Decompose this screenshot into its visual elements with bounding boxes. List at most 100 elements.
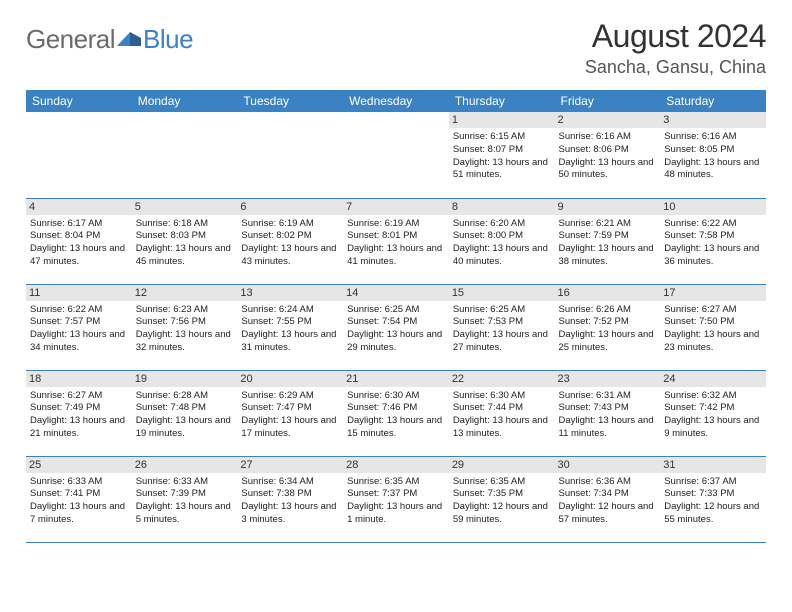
day-header-monday: Monday xyxy=(132,90,238,112)
title-block: August 2024 Sancha, Gansu, China xyxy=(585,18,766,78)
day-number: 21 xyxy=(343,371,449,387)
day-details: Sunrise: 6:16 AMSunset: 8:06 PMDaylight:… xyxy=(559,131,657,182)
logo-text-blue: Blue xyxy=(143,24,193,55)
day-number: 23 xyxy=(555,371,661,387)
header: General Blue August 2024 Sancha, Gansu, … xyxy=(26,18,766,78)
calendar-row: 4 Sunrise: 6:17 AMSunset: 8:04 PMDaylight… xyxy=(26,198,766,284)
day-details: Sunrise: 6:28 AMSunset: 7:48 PMDaylight:… xyxy=(136,390,234,441)
day-details: Sunrise: 6:23 AMSunset: 7:56 PMDaylight:… xyxy=(136,304,234,355)
day-number: 2 xyxy=(555,112,661,128)
day-number: 30 xyxy=(555,457,661,473)
day-number: 11 xyxy=(26,285,132,301)
day-header-sunday: Sunday xyxy=(26,90,132,112)
day-number: 25 xyxy=(26,457,132,473)
day-details: Sunrise: 6:24 AMSunset: 7:55 PMDaylight:… xyxy=(241,304,339,355)
day-details: Sunrise: 6:33 AMSunset: 7:39 PMDaylight:… xyxy=(136,476,234,527)
day-cell-8: 8Sunrise: 6:20 AMSunset: 8:00 PMDaylight… xyxy=(449,198,555,284)
day-cell-10: 10 Sunrise: 6:22 AMSunset: 7:58 PMDayligh… xyxy=(660,198,766,284)
day-header-friday: Friday xyxy=(555,90,661,112)
day-cell-6: 6Sunrise: 6:19 AMSunset: 8:02 PMDaylight… xyxy=(237,198,343,284)
day-details: Sunrise: 6:36 AMSunset: 7:34 PMDaylight:… xyxy=(559,476,657,527)
logo-text-general: General xyxy=(26,24,115,55)
day-number: 15 xyxy=(449,285,555,301)
day-cell-30: 30 Sunrise: 6:36 AMSunset: 7:34 PMDayligh… xyxy=(555,456,661,542)
day-number: 14 xyxy=(343,285,449,301)
day-cell-5: 5 Sunrise: 6:18 AMSunset: 8:03 PMDaylight… xyxy=(132,198,238,284)
calendar-body: 1 Sunrise: 6:15 AMSunset: 8:07 PMDaylight… xyxy=(26,112,766,542)
logo-triangle-icon xyxy=(117,28,143,48)
day-cell-7: 7 Sunrise: 6:19 AMSunset: 8:01 PMDaylight… xyxy=(343,198,449,284)
day-details: Sunrise: 6:19 AMSunset: 8:02 PMDaylight:… xyxy=(241,218,339,269)
day-number: 4 xyxy=(26,199,132,215)
day-number: 13 xyxy=(237,285,343,301)
day-number: 29 xyxy=(449,457,555,473)
day-number: 27 xyxy=(237,457,343,473)
day-details: Sunrise: 6:30 AMSunset: 7:46 PMDaylight:… xyxy=(347,390,445,441)
day-cell-12: 12Sunrise: 6:23 AMSunset: 7:56 PMDayligh… xyxy=(132,284,238,370)
day-details: Sunrise: 6:34 AMSunset: 7:38 PMDaylight:… xyxy=(241,476,339,527)
day-details: Sunrise: 6:32 AMSunset: 7:42 PMDaylight:… xyxy=(664,390,762,441)
day-cell-1: 1 Sunrise: 6:15 AMSunset: 8:07 PMDaylight… xyxy=(449,112,555,198)
day-number: 10 xyxy=(660,199,766,215)
day-number: 22 xyxy=(449,371,555,387)
day-cell-18: 18 Sunrise: 6:27 AMSunset: 7:49 PMDayligh… xyxy=(26,370,132,456)
day-header-thursday: Thursday xyxy=(449,90,555,112)
empty-cell xyxy=(343,112,449,198)
day-details: Sunrise: 6:22 AMSunset: 7:58 PMDaylight:… xyxy=(664,218,762,269)
day-cell-11: 11 Sunrise: 6:22 AMSunset: 7:57 PMDayligh… xyxy=(26,284,132,370)
calendar-table: SundayMondayTuesdayWednesdayThursdayFrid… xyxy=(26,90,766,543)
day-number: 9 xyxy=(555,199,661,215)
day-details: Sunrise: 6:26 AMSunset: 7:52 PMDaylight:… xyxy=(559,304,657,355)
day-details: Sunrise: 6:16 AMSunset: 8:05 PMDaylight:… xyxy=(664,131,762,182)
day-cell-22: 22Sunrise: 6:30 AMSunset: 7:44 PMDayligh… xyxy=(449,370,555,456)
day-details: Sunrise: 6:17 AMSunset: 8:04 PMDaylight:… xyxy=(30,218,128,269)
day-cell-17: 17Sunrise: 6:27 AMSunset: 7:50 PMDayligh… xyxy=(660,284,766,370)
empty-cell xyxy=(237,112,343,198)
day-details: Sunrise: 6:27 AMSunset: 7:50 PMDaylight:… xyxy=(664,304,762,355)
day-number: 3 xyxy=(660,112,766,128)
day-number: 7 xyxy=(343,199,449,215)
day-cell-20: 20 Sunrise: 6:29 AMSunset: 7:47 PMDayligh… xyxy=(237,370,343,456)
day-details: Sunrise: 6:21 AMSunset: 7:59 PMDaylight:… xyxy=(559,218,657,269)
day-details: Sunrise: 6:19 AMSunset: 8:01 PMDaylight:… xyxy=(347,218,445,269)
day-details: Sunrise: 6:33 AMSunset: 7:41 PMDaylight:… xyxy=(30,476,128,527)
location: Sancha, Gansu, China xyxy=(585,57,766,78)
calendar-row: 11 Sunrise: 6:22 AMSunset: 7:57 PMDayligh… xyxy=(26,284,766,370)
day-header-wednesday: Wednesday xyxy=(343,90,449,112)
day-number: 18 xyxy=(26,371,132,387)
day-details: Sunrise: 6:22 AMSunset: 7:57 PMDaylight:… xyxy=(30,304,128,355)
month-title: August 2024 xyxy=(585,18,766,55)
day-details: Sunrise: 6:35 AMSunset: 7:37 PMDaylight:… xyxy=(347,476,445,527)
day-cell-27: 27 Sunrise: 6:34 AMSunset: 7:38 PMDayligh… xyxy=(237,456,343,542)
day-number: 5 xyxy=(132,199,238,215)
calendar-row: 1 Sunrise: 6:15 AMSunset: 8:07 PMDaylight… xyxy=(26,112,766,198)
day-details: Sunrise: 6:18 AMSunset: 8:03 PMDaylight:… xyxy=(136,218,234,269)
day-details: Sunrise: 6:31 AMSunset: 7:43 PMDaylight:… xyxy=(559,390,657,441)
logo: General Blue xyxy=(26,24,193,55)
day-details: Sunrise: 6:37 AMSunset: 7:33 PMDaylight:… xyxy=(664,476,762,527)
day-cell-29: 29 Sunrise: 6:35 AMSunset: 7:35 PMDayligh… xyxy=(449,456,555,542)
day-cell-9: 9 Sunrise: 6:21 AMSunset: 7:59 PMDaylight… xyxy=(555,198,661,284)
day-number: 1 xyxy=(449,112,555,128)
day-number: 24 xyxy=(660,371,766,387)
day-cell-25: 25 Sunrise: 6:33 AMSunset: 7:41 PMDayligh… xyxy=(26,456,132,542)
day-cell-3: 3 Sunrise: 6:16 AMSunset: 8:05 PMDaylight… xyxy=(660,112,766,198)
day-header-row: SundayMondayTuesdayWednesdayThursdayFrid… xyxy=(26,90,766,112)
day-details: Sunrise: 6:15 AMSunset: 8:07 PMDaylight:… xyxy=(453,131,551,182)
day-cell-13: 13 Sunrise: 6:24 AMSunset: 7:55 PMDayligh… xyxy=(237,284,343,370)
day-cell-15: 15Sunrise: 6:25 AMSunset: 7:53 PMDayligh… xyxy=(449,284,555,370)
day-number: 8 xyxy=(449,199,555,215)
day-details: Sunrise: 6:25 AMSunset: 7:54 PMDaylight:… xyxy=(347,304,445,355)
day-header-saturday: Saturday xyxy=(660,90,766,112)
day-number: 31 xyxy=(660,457,766,473)
empty-cell xyxy=(132,112,238,198)
day-number: 20 xyxy=(237,371,343,387)
day-number: 16 xyxy=(555,285,661,301)
day-details: Sunrise: 6:29 AMSunset: 7:47 PMDaylight:… xyxy=(241,390,339,441)
day-cell-28: 28Sunrise: 6:35 AMSunset: 7:37 PMDayligh… xyxy=(343,456,449,542)
day-cell-21: 21 Sunrise: 6:30 AMSunset: 7:46 PMDayligh… xyxy=(343,370,449,456)
day-details: Sunrise: 6:35 AMSunset: 7:35 PMDaylight:… xyxy=(453,476,551,527)
day-details: Sunrise: 6:27 AMSunset: 7:49 PMDaylight:… xyxy=(30,390,128,441)
calendar-page: General Blue August 2024 Sancha, Gansu, … xyxy=(0,0,792,553)
day-number: 26 xyxy=(132,457,238,473)
